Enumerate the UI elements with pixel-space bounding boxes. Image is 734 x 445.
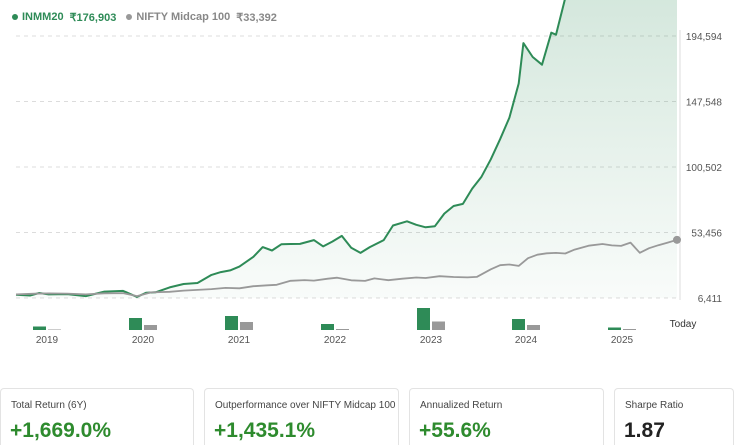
annual-bar bbox=[417, 308, 430, 330]
area-fill-1 bbox=[16, 0, 677, 298]
x-tick-label: 2020 bbox=[132, 335, 155, 346]
annual-bar bbox=[512, 319, 525, 330]
legend-item-inmm20[interactable]: INMM20 ₹176,903 bbox=[12, 11, 116, 24]
series-line-2 bbox=[15, 238, 678, 297]
stat-card-annualized-return: Annualized Return +55.6% bbox=[409, 388, 604, 445]
stat-label: Sharpe Ratio bbox=[625, 400, 684, 411]
x-tick-label: 2023 bbox=[420, 335, 443, 346]
stat-value: 1.87 bbox=[624, 419, 665, 442]
y-tick-label: 194,594 bbox=[686, 32, 723, 43]
stat-value: +55.6% bbox=[419, 419, 491, 442]
stat-value: +1,669.0% bbox=[10, 419, 112, 442]
annual-bar bbox=[240, 322, 253, 330]
stat-card-total-return: Total Return (6Y) +1,669.0% bbox=[0, 388, 194, 445]
legend-value: ₹176,903 bbox=[69, 11, 117, 24]
annual-bar bbox=[33, 326, 46, 330]
stat-value: +1,435.1% bbox=[214, 419, 316, 442]
series-line-1 bbox=[15, 0, 566, 298]
y-tick-label: 53,456 bbox=[691, 229, 722, 240]
annual-bar bbox=[432, 321, 445, 330]
legend-name: INMM20 bbox=[22, 11, 64, 23]
stat-card-sharpe-ratio: Sharpe Ratio 1.87 bbox=[614, 388, 734, 445]
legend-item-nifty[interactable]: NIFTY Midcap 100 ₹33,392 bbox=[126, 11, 277, 24]
y-tick-label: 100,502 bbox=[686, 163, 723, 174]
y-tick-label: 6,411 bbox=[698, 294, 723, 305]
annual-bar bbox=[527, 325, 540, 330]
stat-label: Annualized Return bbox=[420, 400, 503, 411]
x-tick-label: 2019 bbox=[36, 335, 59, 346]
annual-bar bbox=[144, 325, 157, 330]
legend-dot-icon bbox=[126, 14, 133, 20]
annual-bar bbox=[321, 324, 334, 330]
annual-bars bbox=[33, 308, 636, 330]
annual-bar bbox=[48, 329, 61, 330]
x-tick-label: 2021 bbox=[228, 335, 251, 346]
legend-name: NIFTY Midcap 100 bbox=[136, 11, 231, 23]
x-tick-label: 2024 bbox=[515, 335, 538, 346]
annual-bar bbox=[129, 318, 142, 330]
annual-bar bbox=[623, 329, 636, 330]
x-tick-label-today: Today bbox=[670, 319, 697, 330]
y-axis-labels: 194,594 147,548 100,502 53,456 6,411 bbox=[686, 32, 723, 305]
stat-label: Total Return (6Y) bbox=[11, 400, 87, 411]
series-end-marker-2 bbox=[673, 235, 681, 244]
series-lines bbox=[15, 0, 681, 298]
x-tick-label: 2025 bbox=[611, 335, 634, 346]
x-axis-labels: 2019 2020 2021 2022 2023 2024 2025 Today bbox=[36, 319, 696, 346]
legend-value: ₹33,392 bbox=[236, 11, 277, 24]
area-fills bbox=[16, 0, 677, 298]
y-tick-label: 147,548 bbox=[686, 98, 723, 109]
chart-legend: INMM20 ₹176,903 NIFTY Midcap 100 ₹33,392 bbox=[12, 9, 287, 25]
x-tick-label: 2022 bbox=[324, 335, 347, 346]
performance-chart: 194,594 147,548 100,502 53,456 6,411 2019 202… bbox=[15, 0, 723, 346]
annual-bar bbox=[225, 316, 238, 330]
annual-bar bbox=[336, 329, 349, 330]
annual-bar bbox=[608, 327, 621, 330]
stat-label: Outperformance over NIFTY Midcap 100 bbox=[215, 400, 396, 411]
legend-dot-icon bbox=[12, 14, 18, 20]
stat-card-outperformance: Outperformance over NIFTY Midcap 100 +1,… bbox=[204, 388, 399, 445]
stats-cards: Total Return (6Y) +1,669.0% Outperforman… bbox=[0, 388, 734, 445]
